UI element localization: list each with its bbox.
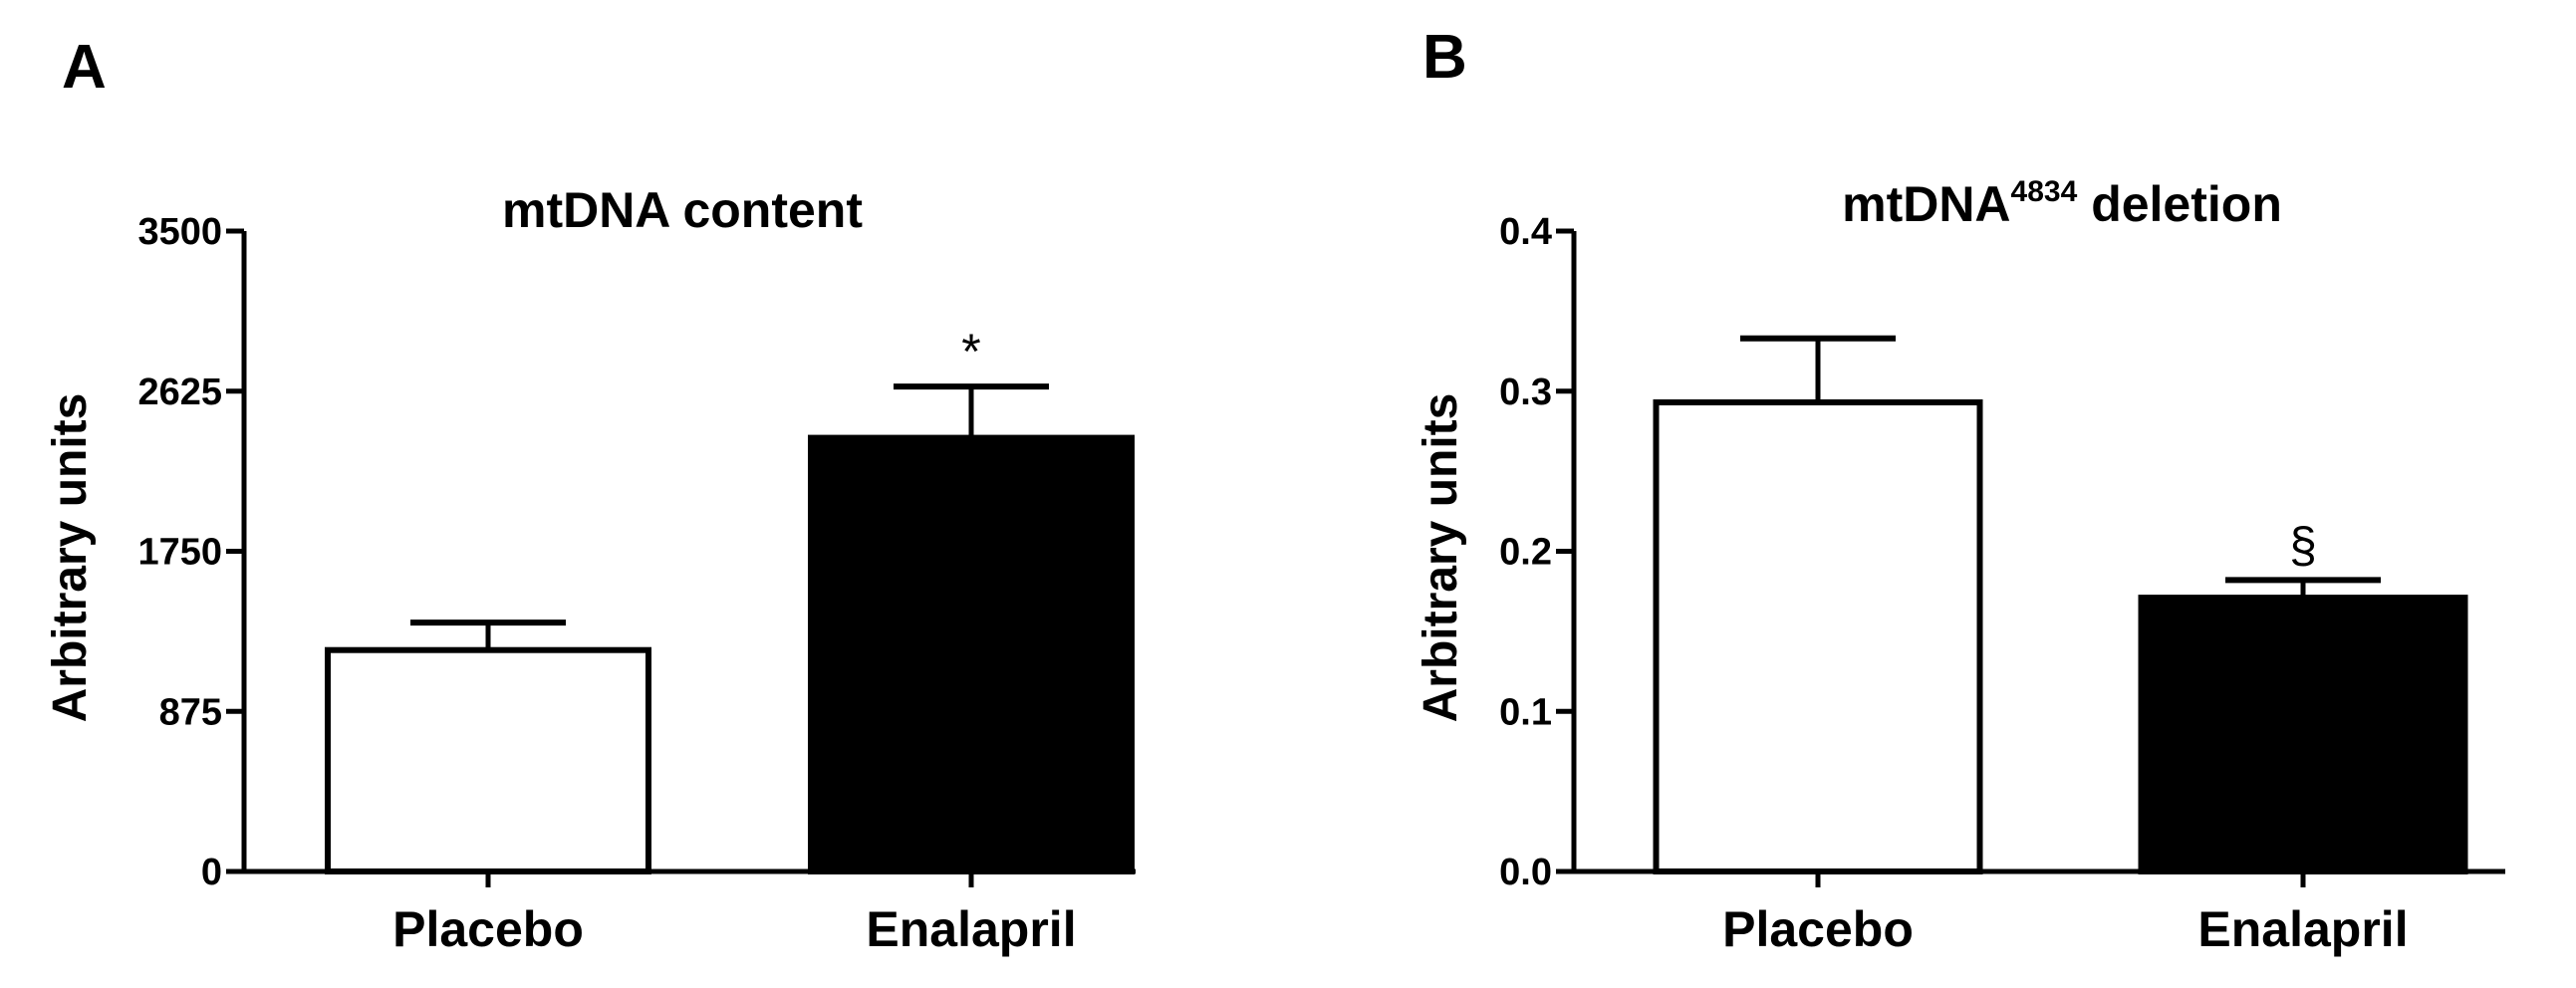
category-label: Enalapril [2197,901,2408,957]
panel-a: A mtDNA content Arbitrary units 0 875 1750… [44,33,1136,957]
panel-a-y-axis-label: Arbitrary units [44,393,97,723]
panel-b-y-axis-label: Arbitrary units [1415,393,1467,723]
y-tick-label: 1750 [137,532,222,574]
panel-b-plot-area: 0.0 0.1 0.2 0.3 0.4 Placebo Enalapril § [1499,211,2505,957]
panel-a-letter: A [62,33,107,102]
y-tick-label: 0 [201,852,222,893]
y-tick-label: 3500 [137,211,222,253]
y-tick-label: 0.3 [1499,371,1552,413]
category-label: Placebo [1722,901,1914,957]
significance-marker: * [961,324,980,379]
y-tick-label: 0.4 [1499,211,1552,253]
y-tick-label: 2625 [137,371,222,413]
bar [808,434,1135,874]
panel-a-title: mtDNA content [502,182,863,238]
y-tick-label: 875 [159,691,222,733]
panel-b-letter: B [1422,23,1467,92]
panel-b-title: mtDNA4834 deletion [1842,175,2282,232]
y-tick-label: 0.1 [1499,691,1552,733]
bar [2138,595,2468,874]
bar [325,646,651,874]
panel-a-plot-area: 0 875 1750 2625 3500 Placebo Enalapril * [137,211,1136,957]
panel-b-title-suffix: deletion [2077,176,2282,232]
significance-marker: § [2289,517,2317,573]
panel-b-title-superscript: 4834 [2011,175,2078,208]
y-tick-label: 0.2 [1499,532,1552,574]
bar [1653,399,1983,874]
y-tick-label: 0.0 [1499,852,1552,893]
category-label: Placebo [392,901,584,957]
panel-b: B mtDNA4834 deletion Arbitrary units 0.0… [1415,23,2505,957]
category-label: Enalapril [866,901,1076,957]
panel-b-title-main: mtDNA [1842,176,2010,232]
